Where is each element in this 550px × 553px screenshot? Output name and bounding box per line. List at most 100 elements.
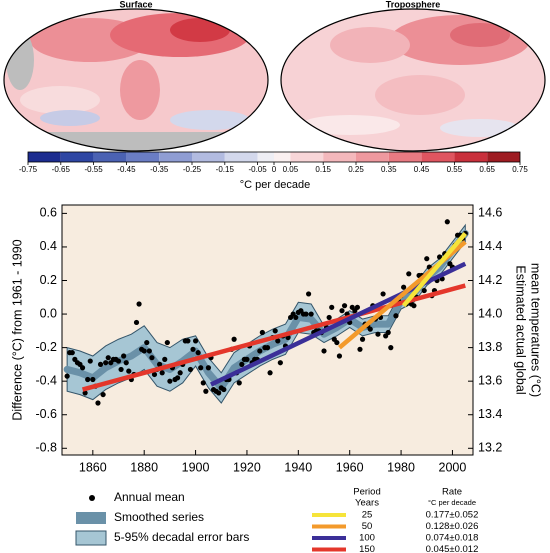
y2-tick-label: 14.4	[478, 239, 502, 253]
annual-point	[259, 329, 265, 336]
colorbar-cell	[356, 152, 389, 162]
legend-label: 5-95% decadal error bars	[114, 530, 249, 544]
annual-point	[159, 370, 165, 376]
y-tick-label: 0.0	[40, 306, 57, 320]
y-tick-label: -0.4	[35, 373, 57, 387]
annual-point	[123, 360, 129, 366]
legend-marker	[76, 512, 106, 524]
y-tick-label: 0.2	[40, 273, 57, 287]
annual-point	[162, 356, 168, 362]
annual-point	[149, 355, 155, 361]
table-header: Rate	[442, 487, 462, 498]
colorbar-cell	[487, 152, 520, 162]
y2-axis-label: mean temperatures (°C)	[529, 263, 543, 397]
annual-point	[357, 346, 363, 352]
y2-tick-label: 13.4	[478, 407, 502, 421]
annual-point	[359, 336, 366, 342]
y2-tick-label: 14.0	[478, 306, 502, 320]
annual-point	[90, 376, 96, 383]
annual-point	[336, 353, 343, 359]
legend-label: Smoothed series	[114, 510, 204, 524]
colorbar-cell	[290, 152, 324, 162]
annual-point	[277, 360, 283, 366]
colorbar-tick-label: -0.75	[19, 165, 38, 174]
annual-point	[190, 346, 196, 352]
annual-point	[257, 348, 263, 354]
annual-point	[329, 304, 335, 310]
colorbar-cell	[93, 152, 127, 162]
colorbar-tick-label: -0.55	[84, 165, 103, 174]
annual-point	[141, 348, 147, 354]
annual-point	[444, 219, 450, 225]
annual-point	[339, 308, 345, 314]
y2-axis-label: Estimated actual global	[514, 265, 528, 394]
annual-point	[115, 358, 122, 364]
x-tick-label: 1940	[284, 460, 312, 474]
annual-point	[185, 338, 191, 344]
annual-point	[221, 386, 227, 393]
x-tick-label: 1960	[336, 460, 364, 474]
annual-point	[437, 254, 443, 260]
colorbar-tick-label: -0.35	[150, 165, 169, 174]
annual-point	[126, 368, 132, 374]
surface-map-border	[3, 8, 269, 152]
annual-point	[144, 339, 150, 346]
annual-point	[195, 350, 201, 356]
annual-point	[385, 329, 391, 336]
colorbar-tick-label: -0.15	[216, 165, 235, 174]
y-tick-label: -0.6	[35, 407, 57, 421]
colorbar-tick-label: 0.25	[348, 165, 364, 174]
map-title: Surface	[119, 0, 152, 9]
annual-point	[236, 380, 242, 386]
annual-point	[393, 313, 399, 319]
table-period: 50	[362, 521, 373, 532]
table-header: Years	[355, 498, 379, 509]
troposphere-map	[281, 9, 545, 151]
annual-point	[424, 256, 430, 262]
annual-point	[187, 366, 194, 373]
y2-tick-label: 13.8	[478, 340, 502, 354]
annual-point	[334, 339, 340, 346]
colorbar-cell	[274, 152, 291, 162]
y-tick-label: -0.2	[35, 340, 57, 354]
surface-map	[4, 9, 268, 151]
annual-point	[192, 338, 199, 344]
colorbar-cell	[192, 152, 225, 162]
annual-point	[200, 380, 206, 386]
annual-point	[388, 345, 394, 351]
annual-point	[308, 311, 314, 317]
plot-frame	[61, 204, 474, 456]
annual-point	[97, 361, 104, 367]
y-tick-label: 0.4	[40, 239, 57, 253]
colorbar-cell	[159, 152, 192, 162]
colorbar-tick-label: 0.45	[414, 165, 430, 174]
annual-point	[103, 360, 109, 366]
colorbar-cell	[257, 152, 274, 162]
colorbar-cell	[454, 152, 488, 162]
colorbar-label: °C per decade	[240, 179, 310, 191]
annual-point	[264, 345, 271, 351]
annual-point	[321, 348, 327, 354]
annual-point	[87, 358, 93, 364]
annual-point	[205, 365, 212, 371]
table-rate: 0.177±0.052	[426, 510, 479, 521]
legend-marker	[89, 495, 95, 501]
annual-point	[105, 355, 111, 361]
troposphere-map-border	[280, 8, 546, 152]
table-period: 150	[359, 544, 375, 553]
colorbar-tick-label: 0.15	[315, 165, 331, 174]
trend-line	[401, 232, 468, 308]
annual-point	[157, 361, 163, 367]
colorbar-tick-label: 0.65	[479, 165, 495, 174]
y-tick-label: 0.6	[40, 206, 57, 220]
annual-point	[151, 371, 158, 378]
annual-point	[82, 390, 88, 396]
colorbar-cell	[421, 152, 455, 162]
annual-point	[303, 311, 309, 317]
colorbar-cell	[224, 152, 258, 162]
colorbar-tick-label: 0.35	[381, 165, 397, 174]
colorbar-tick-label: 0.75	[512, 165, 528, 174]
colorbar-cell	[60, 152, 94, 162]
colorbar-tick-label: 0.05	[283, 165, 299, 174]
